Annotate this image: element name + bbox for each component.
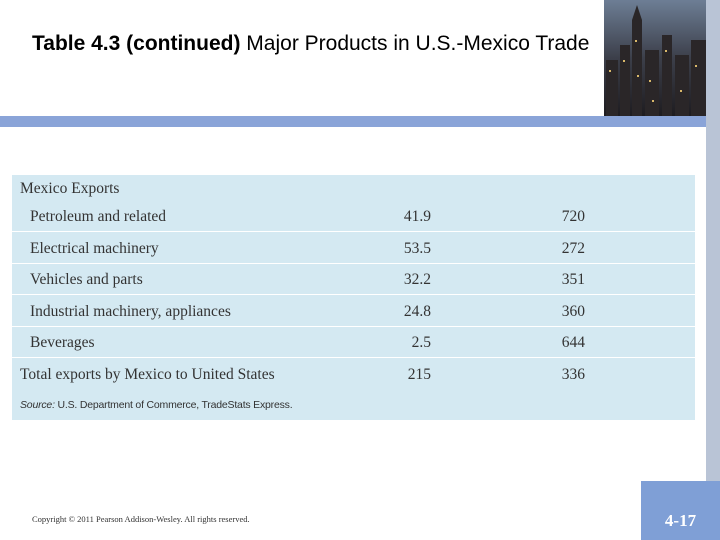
value-cell: 2.5: [411, 334, 431, 352]
table-row: Industrial machinery, appliances 24.8 360: [12, 296, 695, 327]
page-number: 4-17: [641, 481, 720, 540]
row-label: Beverages: [30, 334, 95, 352]
table-row: Beverages 2.5 644: [12, 327, 695, 359]
value-cell: 351: [561, 271, 585, 289]
slide-title: Table 4.3 (continued) Major Products in …: [32, 30, 592, 58]
row-label: Petroleum and related: [30, 208, 167, 225]
table-row: Total exports by Mexico to United States…: [12, 359, 695, 390]
table-row: Electrical machinery 53.5 272: [12, 233, 695, 264]
table-row: Petroleum and related 41.9 720: [12, 201, 695, 232]
source-label: Source:: [20, 399, 55, 411]
value-cell: 53.5: [403, 239, 431, 257]
window-lights: [609, 40, 697, 102]
source-note: Source: U.S. Department of Commerce, Tra…: [20, 399, 293, 411]
table-row: Vehicles and parts 32.2 351: [12, 264, 695, 296]
value-cell: 24.8: [403, 302, 431, 320]
row-label: Vehicles and parts: [30, 271, 143, 289]
copyright: Copyright © 2011 Pearson Addison-Wesley.…: [32, 514, 250, 524]
value-cell: 720: [561, 208, 585, 225]
row-label: Electrical machinery: [30, 239, 159, 257]
source-text: U.S. Department of Commerce, TradeStats …: [54, 399, 293, 411]
value-cell: 644: [561, 334, 585, 352]
value-cell: 272: [561, 239, 585, 257]
table-title: Mexico Exports: [20, 180, 120, 197]
value-cell: 336: [561, 366, 585, 383]
title-rest: Major Products in U.S.-Mexico Trade: [240, 32, 590, 55]
header-band: [0, 116, 720, 127]
value-cell: 32.2: [403, 271, 431, 289]
row-label: Industrial machinery, appliances: [30, 302, 231, 320]
skyline: [606, 5, 706, 116]
value-cell: 41.9: [403, 208, 431, 225]
value-cell: 360: [561, 302, 585, 320]
title-bold: Table 4.3 (continued): [32, 32, 241, 55]
row-label: Total exports by Mexico to United States: [20, 366, 275, 383]
table: Mexico Exports Petroleum and related 41.9…: [12, 175, 695, 420]
value-cell: 215: [407, 366, 431, 383]
side-band: [706, 0, 720, 540]
